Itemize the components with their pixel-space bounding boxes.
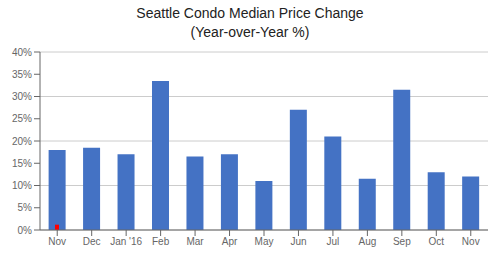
- svg-text:Jan '16: Jan '16: [110, 236, 142, 247]
- svg-text:Sep: Sep: [393, 236, 411, 247]
- svg-text:20%: 20%: [12, 136, 32, 147]
- html-text:(Year-over-Year %): (Year-over-Year %): [190, 24, 310, 40]
- svg-text:35%: 35%: [12, 69, 32, 80]
- svg-text:Dec: Dec: [83, 236, 101, 247]
- svg-text:40%: 40%: [12, 47, 32, 58]
- svg-text:30%: 30%: [12, 91, 32, 102]
- svg-text:15%: 15%: [12, 158, 32, 169]
- svg-text:Mar: Mar: [186, 236, 204, 247]
- svg-text:May: May: [255, 236, 274, 247]
- svg-text:Oct: Oct: [429, 236, 445, 247]
- svg-text:Jul: Jul: [327, 236, 340, 247]
- svg-text:Apr: Apr: [222, 236, 238, 247]
- svg-text:Nov: Nov: [462, 236, 480, 247]
- svg-text:0%: 0%: [18, 225, 33, 236]
- html-text:Seattle Condo Median Price Cha: Seattle Condo Median Price Change: [136, 5, 364, 21]
- svg-text:Aug: Aug: [358, 236, 376, 247]
- svg-text:Jun: Jun: [290, 236, 306, 247]
- svg-text:25%: 25%: [12, 113, 32, 124]
- svg-text:5%: 5%: [18, 202, 33, 213]
- svg-text:10%: 10%: [12, 180, 32, 191]
- svg-text:Feb: Feb: [152, 236, 170, 247]
- svg-text:Nov: Nov: [48, 236, 66, 247]
